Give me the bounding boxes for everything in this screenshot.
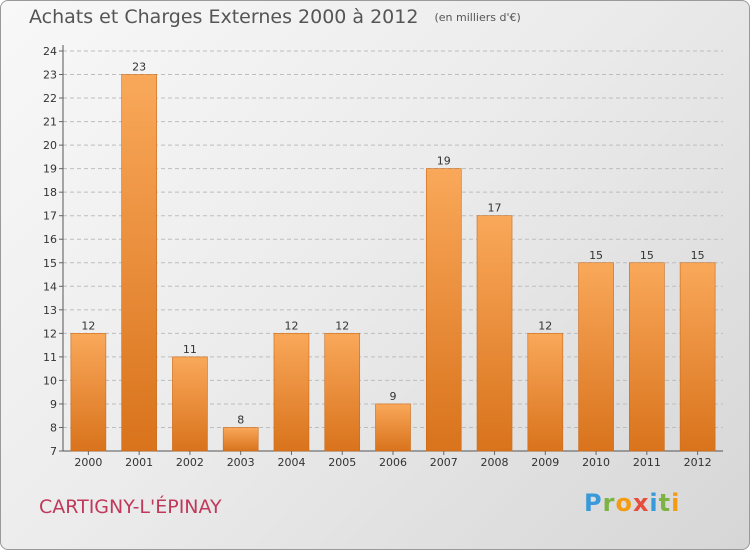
- y-tick-label-8: 8: [50, 421, 57, 434]
- bar-2005: [324, 333, 361, 452]
- y-tick-label-13: 13: [43, 304, 57, 317]
- value-label-2005: 12: [335, 319, 349, 332]
- value-label-2006: 9: [390, 390, 397, 403]
- bar-2012: [679, 262, 716, 452]
- x-tick-label-2007: 2007: [430, 456, 458, 469]
- city-name: CARTIGNY-L'ÉPINAY: [39, 496, 222, 518]
- value-label-2001: 23: [132, 61, 146, 74]
- x-tick-label-2001: 2001: [125, 456, 153, 469]
- value-label-2008: 17: [488, 202, 502, 215]
- y-tick-label-20: 20: [43, 139, 57, 152]
- bar-2003: [222, 427, 259, 452]
- y-tick-label-10: 10: [43, 374, 57, 387]
- x-tick-label-2002: 2002: [176, 456, 204, 469]
- value-label-2012: 15: [691, 249, 705, 262]
- chart-title: Achats et Charges Externes 2000 à 2012 (…: [29, 6, 521, 28]
- bar-2004: [273, 333, 310, 452]
- y-tick-label-11: 11: [43, 351, 57, 364]
- y-tick-label-17: 17: [43, 210, 57, 223]
- bar-2010: [578, 262, 614, 452]
- value-label-2002: 11: [183, 343, 197, 356]
- y-tick-label-15: 15: [43, 257, 57, 270]
- bar-2009: [527, 333, 564, 452]
- x-tick-label-2004: 2004: [277, 456, 305, 469]
- y-tick-label-21: 21: [43, 116, 57, 129]
- bar-2011: [629, 262, 665, 452]
- value-label-2000: 12: [81, 319, 95, 332]
- x-tick-label-2003: 2003: [227, 456, 255, 469]
- y-tick-label-18: 18: [43, 186, 57, 199]
- proxiti-logo[interactable]: Proxiti: [584, 489, 681, 517]
- y-tick-label-24: 24: [43, 45, 57, 58]
- y-tick-label-22: 22: [43, 92, 57, 105]
- x-tick-label-2009: 2009: [531, 456, 559, 469]
- x-tick-label-2005: 2005: [328, 456, 356, 469]
- value-label-2003: 8: [237, 413, 244, 426]
- bar-2000: [70, 333, 107, 452]
- bar-2006: [375, 403, 411, 452]
- y-tick-label-14: 14: [43, 280, 57, 293]
- value-label-2007: 19: [437, 155, 451, 168]
- value-label-2010: 15: [589, 249, 603, 262]
- y-tick-label-19: 19: [43, 163, 57, 176]
- x-tick-label-2011: 2011: [633, 456, 661, 469]
- y-tick-label-12: 12: [43, 327, 57, 340]
- y-tick-label-23: 23: [43, 69, 57, 82]
- bar-2002: [172, 356, 208, 452]
- x-tick-label-2008: 2008: [481, 456, 509, 469]
- bar-2007: [425, 168, 462, 452]
- chart-subtitle: (en milliers d'€): [434, 11, 521, 24]
- x-tick-label-2000: 2000: [74, 456, 102, 469]
- value-label-2009: 12: [538, 319, 552, 332]
- x-tick-label-2006: 2006: [379, 456, 407, 469]
- bar-2008: [476, 215, 513, 452]
- y-tick-label-9: 9: [50, 398, 57, 411]
- value-label-2004: 12: [284, 319, 298, 332]
- x-tick-label-2012: 2012: [684, 456, 712, 469]
- x-tick-label-2010: 2010: [582, 456, 610, 469]
- value-label-2011: 15: [640, 249, 654, 262]
- chart-title-text: Achats et Charges Externes 2000 à 2012: [29, 6, 419, 28]
- y-tick-label-7: 7: [50, 445, 57, 458]
- bar-2001: [121, 74, 157, 452]
- y-tick-label-16: 16: [43, 233, 57, 246]
